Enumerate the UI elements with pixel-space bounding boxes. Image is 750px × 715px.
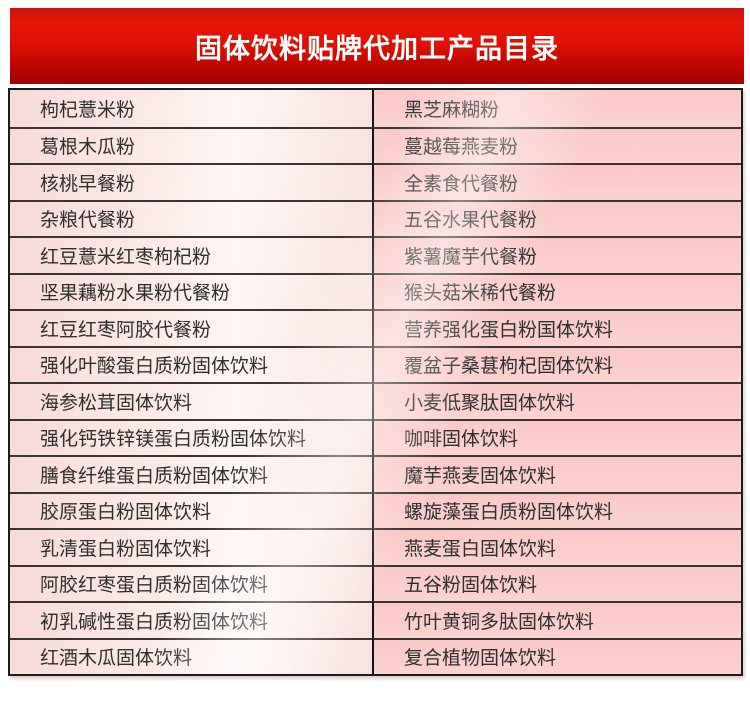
product-cell: 红豆薏米红枣枸杞粉 xyxy=(10,236,372,273)
product-cell: 葛根木瓜粉 xyxy=(10,126,372,163)
product-cell: 初乳碱性蛋白质粉固体饮料 xyxy=(10,601,372,638)
page-title: 固体饮料贴牌代加工产品目录 xyxy=(195,33,559,64)
product-cell: 阿胶红枣蛋白质粉固体饮料 xyxy=(10,564,372,601)
product-cell: 黑芝麻糊粉 xyxy=(372,90,741,127)
product-cell: 魔芋燕麦固体饮料 xyxy=(372,455,741,492)
product-cell: 全素食代餐粉 xyxy=(372,163,741,200)
product-cell: 膳食纤维蛋白质粉固体饮料 xyxy=(10,455,372,492)
product-cell: 红豆红枣阿胶代餐粉 xyxy=(10,309,372,346)
product-cell: 五谷粉固体饮料 xyxy=(372,564,741,601)
product-cell: 乳清蛋白粉固体饮料 xyxy=(10,528,372,565)
product-cell: 坚果藕粉水果粉代餐粉 xyxy=(10,272,372,309)
product-cell: 蔓越莓燕麦粉 xyxy=(372,126,741,163)
product-cell: 强化叶酸蛋白质粉固体饮料 xyxy=(10,345,372,382)
product-cell: 竹叶黄铜多肽固体饮料 xyxy=(372,601,741,638)
product-cell: 覆盆子桑葚枸杞固体饮料 xyxy=(372,345,741,382)
product-cell: 海参松茸固体饮料 xyxy=(10,382,372,419)
product-cell: 小麦低聚肽固体饮料 xyxy=(372,382,741,419)
product-cell: 燕麦蛋白固体饮料 xyxy=(372,528,741,565)
product-cell: 枸杞薏米粉 xyxy=(10,90,372,127)
product-cell: 杂粮代餐粉 xyxy=(10,199,372,236)
product-cell: 螺旋藻蛋白质粉固体饮料 xyxy=(372,491,741,528)
product-cell: 猴头菇米稀代餐粉 xyxy=(372,272,741,309)
product-catalog-table: 枸杞薏米粉 黑芝麻糊粉 葛根木瓜粉 蔓越莓燕麦粉 核桃早餐粉 全素食代餐粉 杂粮… xyxy=(8,88,743,676)
product-cell: 核桃早餐粉 xyxy=(10,163,372,200)
product-cell: 复合植物固体饮料 xyxy=(372,637,741,674)
product-cell: 紫薯魔芋代餐粉 xyxy=(372,236,741,273)
product-cell: 强化钙铁锌镁蛋白质粉固体饮料 xyxy=(10,418,372,455)
title-banner: 固体饮料贴牌代加工产品目录 xyxy=(10,8,744,84)
product-cell: 五谷水果代餐粉 xyxy=(372,199,741,236)
product-cell: 咖啡固体饮料 xyxy=(372,418,741,455)
product-cell: 胶原蛋白粉固体饮料 xyxy=(10,491,372,528)
product-cell: 红酒木瓜固体饮料 xyxy=(10,637,372,674)
product-cell: 营养强化蛋白粉国体饮料 xyxy=(372,309,741,346)
